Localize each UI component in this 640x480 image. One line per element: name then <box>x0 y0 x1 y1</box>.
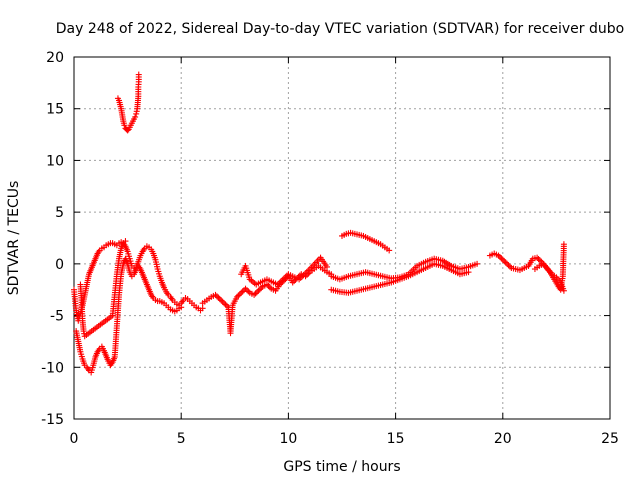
data-point <box>560 241 567 248</box>
x-tick-label: 25 <box>601 431 619 447</box>
y-tick-label: 0 <box>55 257 64 273</box>
data-point <box>465 269 472 276</box>
data-point <box>498 255 505 262</box>
data-point <box>238 289 245 296</box>
data-point <box>253 289 260 296</box>
data-point <box>474 260 481 267</box>
data-point <box>223 302 230 309</box>
data-point <box>235 292 242 299</box>
data-point <box>255 287 262 294</box>
chart-title: Day 248 of 2022, Sidereal Day-to-day VTE… <box>56 21 624 37</box>
data-point <box>505 262 512 269</box>
data-point <box>236 291 243 298</box>
y-tick-label: -10 <box>41 360 64 376</box>
data-point <box>221 300 228 307</box>
x-tick-label: 15 <box>387 431 405 447</box>
data-point <box>245 288 252 295</box>
data-point <box>534 254 541 261</box>
data-point <box>216 296 223 303</box>
data-point <box>222 301 229 308</box>
data-point <box>135 71 142 78</box>
data-point <box>504 260 511 267</box>
x-tick-label: 5 <box>177 431 186 447</box>
data-point <box>243 287 250 294</box>
data-point <box>386 247 393 254</box>
data-point <box>535 256 542 263</box>
data-point <box>121 122 128 129</box>
data-point <box>124 127 131 134</box>
data-point <box>501 258 508 265</box>
data-point <box>265 282 272 289</box>
data-point <box>233 293 240 300</box>
y-tick-label: 10 <box>46 153 64 169</box>
plot-frame <box>73 56 611 420</box>
data-point <box>178 304 185 311</box>
data-point <box>289 279 296 286</box>
x-tick-label: 0 <box>70 431 79 447</box>
data-point <box>242 285 249 292</box>
y-tick-label: 15 <box>46 102 64 118</box>
data-points <box>71 71 567 376</box>
data-point <box>495 252 502 259</box>
x-tick-label: 20 <box>494 431 512 447</box>
data-point <box>239 288 246 295</box>
grid-lines <box>74 57 610 419</box>
y-tick-label: -5 <box>50 309 64 325</box>
x-axis-label: GPS time / hours <box>283 459 400 475</box>
x-tick-label: 10 <box>279 431 297 447</box>
data-point <box>252 290 259 297</box>
data-point <box>251 291 258 298</box>
data-point <box>506 263 513 270</box>
axis-ticks: 0 5 10 15 20 25 -15 -10 -5 0 5 10 15 20 <box>41 50 619 447</box>
data-point <box>499 256 506 263</box>
data-point <box>263 281 270 288</box>
data-point <box>219 298 226 305</box>
data-point <box>560 287 567 294</box>
data-point <box>218 297 225 304</box>
y-tick-label: -15 <box>41 412 64 428</box>
y-axis-label: SDTVAR / TECUs <box>6 181 22 296</box>
y-tick-label: 20 <box>46 50 64 66</box>
data-point <box>323 263 330 270</box>
data-point <box>213 293 220 300</box>
data-point <box>291 278 298 285</box>
data-point <box>536 257 543 264</box>
data-point <box>258 284 265 291</box>
y-tick-label: 5 <box>55 205 64 221</box>
data-point <box>212 291 219 298</box>
data-point <box>122 238 129 245</box>
data-point <box>215 294 222 301</box>
data-point <box>199 305 206 312</box>
data-point <box>266 284 273 291</box>
data-point <box>502 259 509 266</box>
data-point <box>256 286 263 293</box>
data-point <box>496 253 503 260</box>
data-point <box>132 113 139 120</box>
